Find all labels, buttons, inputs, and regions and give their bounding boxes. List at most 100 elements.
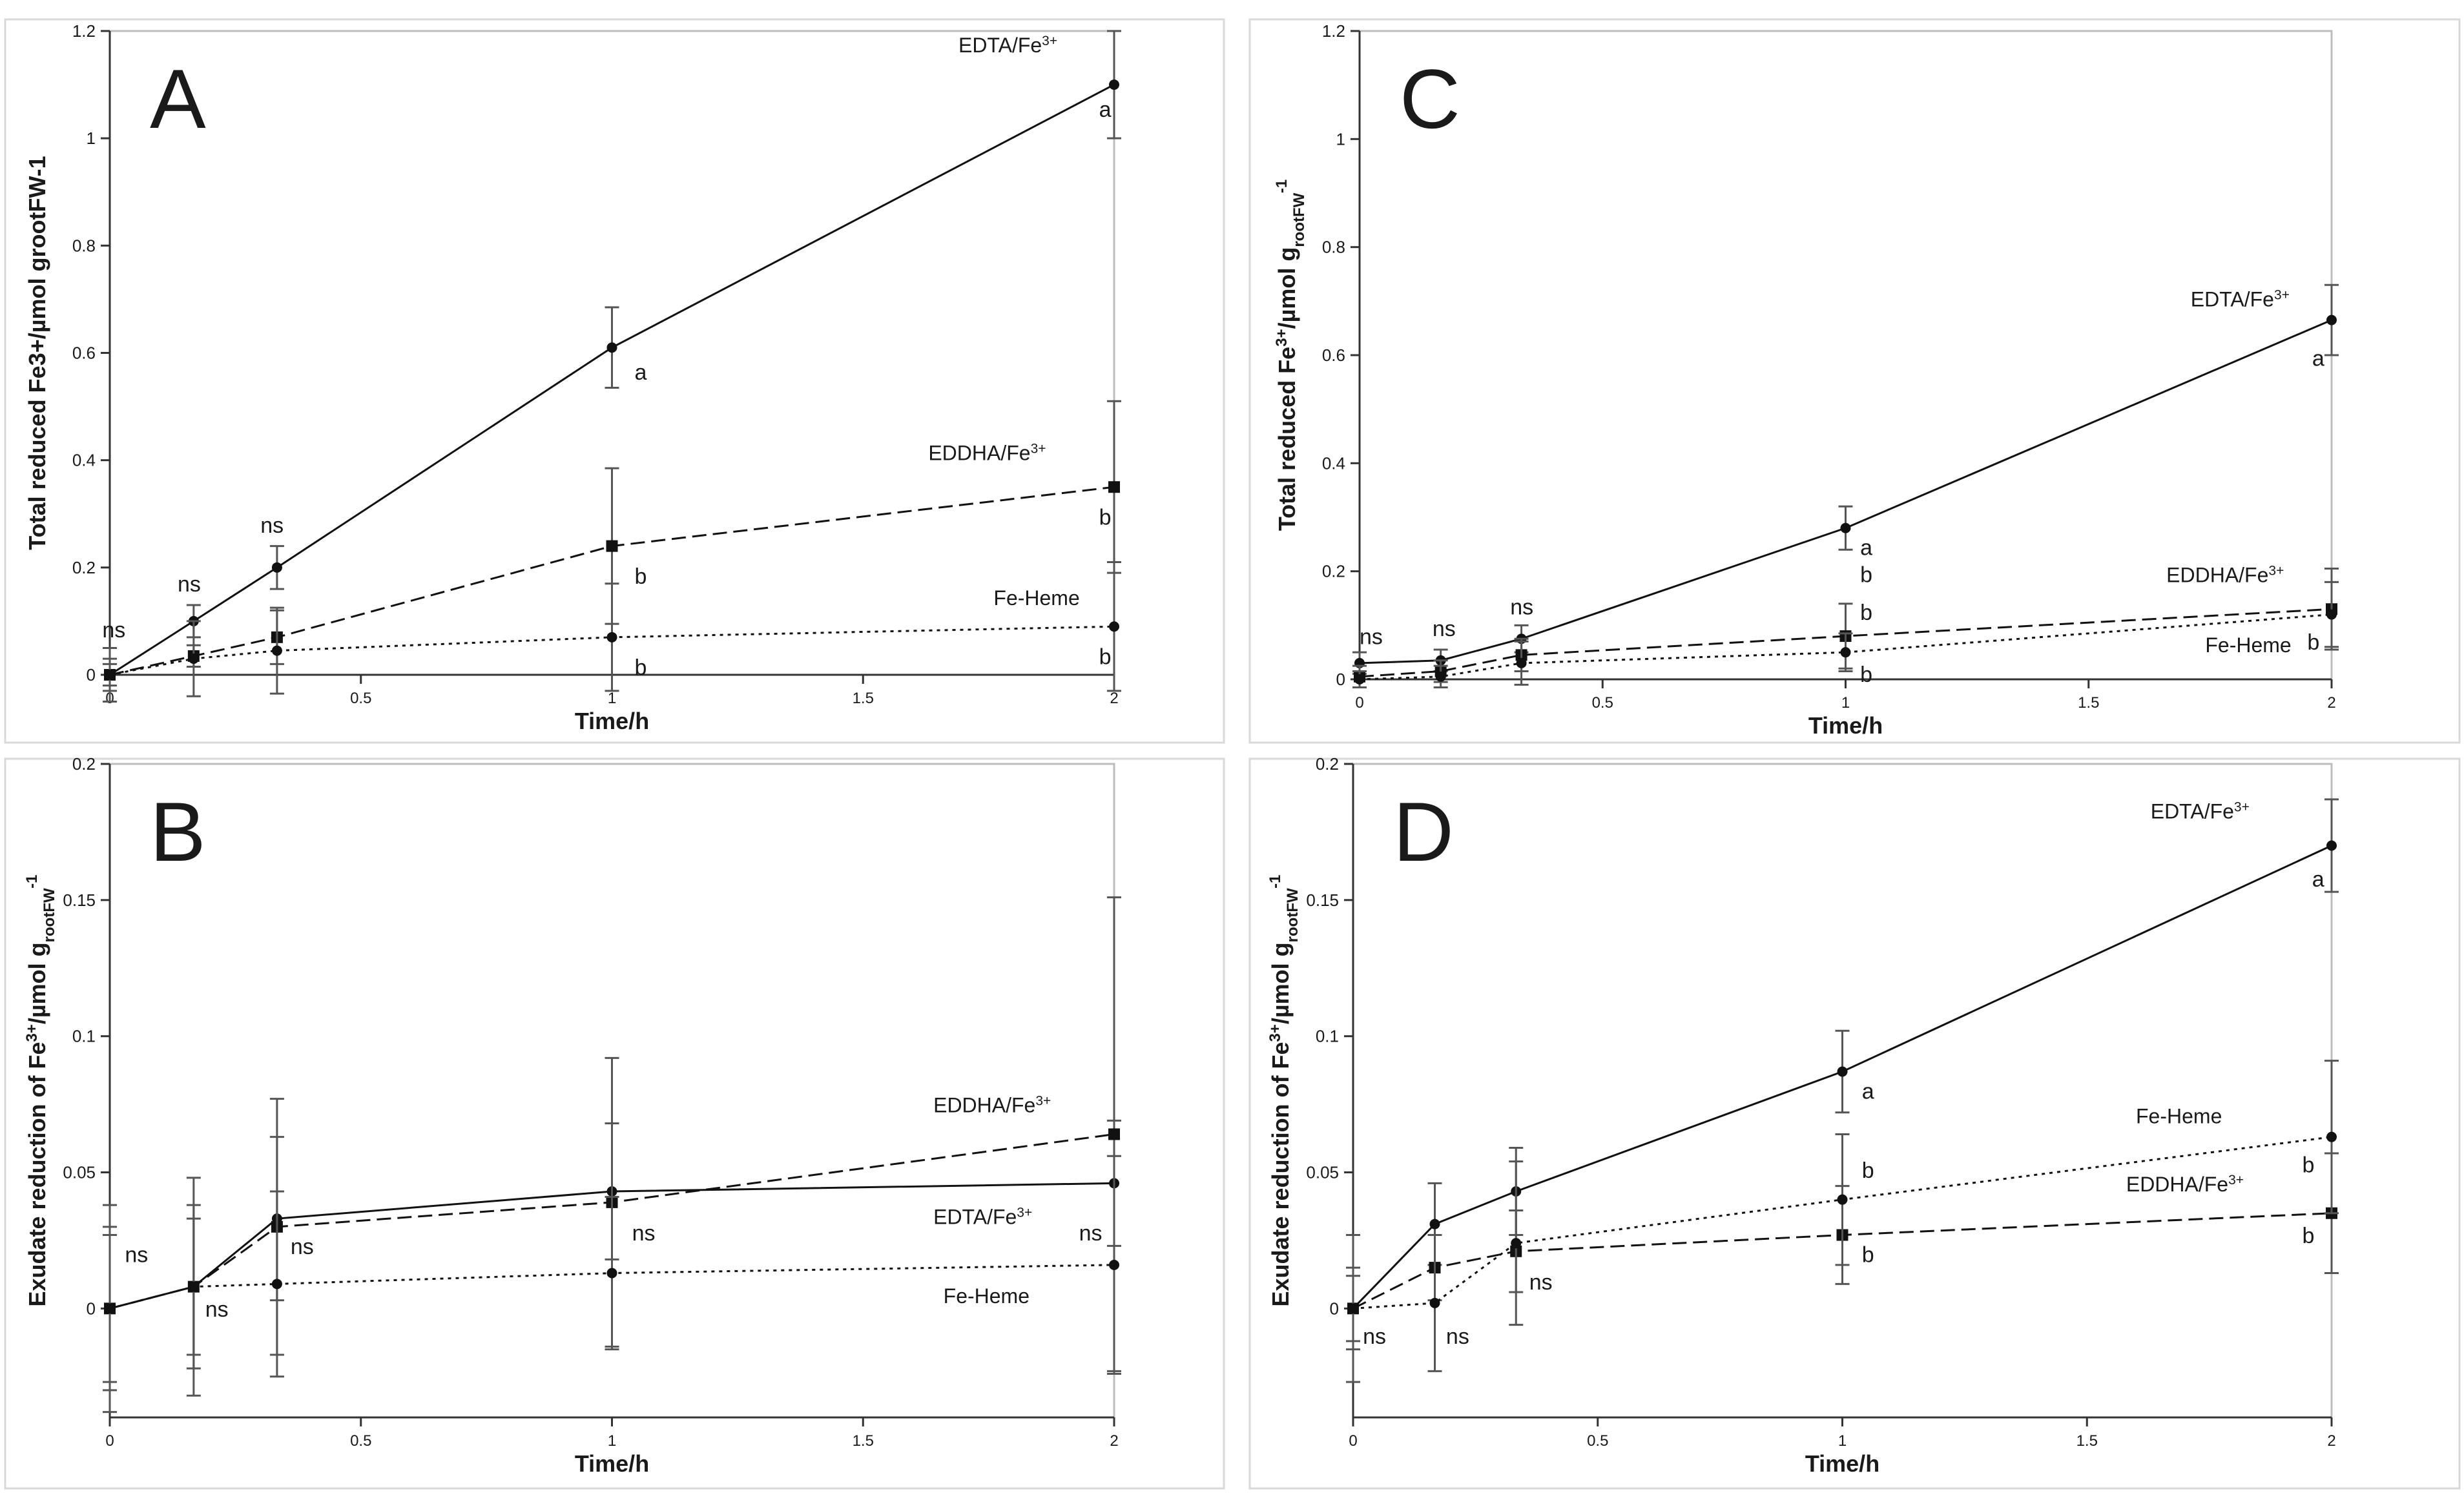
series-label-superscript: 3+: [1042, 34, 1057, 48]
y-tick-label: 1: [1336, 129, 1345, 149]
y-tick-label: 0.8: [72, 236, 96, 255]
y-axis-label: Exudate reduction of Fe3+/µmol grootFW-1: [23, 875, 58, 1307]
x-axis-label: Time/h: [1808, 712, 1883, 739]
y-tick-label: 0.2: [1316, 754, 1339, 774]
panel-b: 0 0.05 0.1 0.15 0.2 0 0.5 1 1.5 2 Time/h Exudate re…: [4, 754, 1225, 1490]
series-label-text: EDDHA/Fe: [933, 1094, 1035, 1117]
x-tick-label: 1.5: [853, 1432, 874, 1450]
significance-label: ns: [1529, 1270, 1553, 1295]
data-point: [1429, 1297, 1440, 1308]
significance-label: b: [634, 655, 647, 680]
y-tick-label: 0.8: [1322, 238, 1345, 257]
data-point: [1108, 1128, 1120, 1140]
significance-label: ns: [102, 618, 125, 643]
panel-letter: C: [1400, 52, 1460, 146]
significance-label: b: [1860, 663, 1872, 687]
series-edta-fe3: [1346, 798, 2339, 1383]
series-label: EDTA/Fe3+: [933, 1205, 1032, 1229]
significance-label: a: [2312, 867, 2324, 892]
x-tick-label: 2: [1110, 1432, 1118, 1450]
y-axis-label-main: Exudate reduction of Fe: [1267, 1042, 1294, 1306]
series-label-text: EDDHA/Fe: [2126, 1173, 2228, 1196]
series-label: EDDHA/Fe3+: [2126, 1173, 2244, 1197]
y-tick-label: 0.4: [72, 451, 96, 470]
data-point: [1429, 1219, 1440, 1229]
y-tick-label: 0.2: [1322, 562, 1345, 581]
series-label-text: EDTA/Fe: [933, 1206, 1017, 1229]
x-tick-label: 1: [608, 690, 616, 707]
significance-label: ns: [125, 1243, 148, 1268]
y-axis-label-subscript: rootFW: [1290, 192, 1308, 247]
data-point: [271, 1279, 282, 1290]
y-axis-label-unit: /µmol g: [24, 942, 50, 1024]
panel-c: 0 0.2 0.4 0.6 0.8 1 1.2 0 0.5 1 1.5 2 Time/h Total re…: [1248, 18, 2461, 744]
significance-label: b: [1860, 562, 1872, 587]
data-point: [1109, 621, 1119, 632]
y-tick-label: 1.2: [1322, 21, 1345, 41]
series-label-superscript: 3+: [2268, 563, 2284, 578]
x-tick-label: 1: [608, 1432, 616, 1450]
series-label-text: EDTA/Fe: [958, 34, 1042, 57]
series-label-superscript: 3+: [1017, 1205, 1032, 1220]
data-point: [606, 632, 617, 643]
significance-label: ns: [205, 1297, 229, 1322]
y-tick-label: 0.6: [1322, 345, 1345, 365]
data-point: [1109, 79, 1119, 90]
y-axis-label-unit: /µmol g: [1274, 247, 1300, 329]
x-axis-label: Time/h: [575, 1450, 649, 1477]
x-tick-label: 0.5: [1587, 1432, 1608, 1450]
y-axis-label-main: Total reduced Fe3+/µmol grootFW-1: [24, 156, 50, 550]
x-axis-label: Time/h: [1805, 1450, 1879, 1477]
series-label: EDTA/Fe3+: [2191, 287, 2290, 311]
significance-label: ns: [1510, 595, 1533, 620]
y-axis-label-superscript: 3+: [23, 1024, 41, 1042]
y-axis-label: Total reduced Fe3+/µmol grootFW-1: [1273, 180, 1308, 531]
y-axis-label-main: Total reduced Fe: [1274, 347, 1300, 531]
significance-label: ns: [1433, 617, 1456, 641]
series-label: EDDHA/Fe3+: [2166, 563, 2284, 587]
x-tick-label: 0.5: [350, 1432, 371, 1450]
x-tick-label: 0: [1355, 694, 1363, 712]
significance-label: b: [2307, 630, 2319, 655]
significance-label: b: [2303, 1153, 2315, 1178]
data-point: [1348, 1303, 1358, 1314]
y-axis-label-unit: /µmol g: [1267, 942, 1294, 1024]
series-label-text: EDDHA/Fe: [2166, 563, 2268, 586]
significance-label: ns: [632, 1221, 656, 1246]
y-tick-label: 0.15: [1306, 890, 1339, 910]
significance-label: ns: [1360, 625, 1383, 650]
data-point: [606, 1268, 617, 1279]
x-tick-label: 0: [105, 1432, 114, 1450]
y-axis-label-main: Exudate reduction of Fe: [24, 1042, 50, 1306]
significance-label: b: [1099, 644, 1112, 669]
y-tick-label: 0.2: [72, 754, 96, 774]
data-point: [1840, 522, 1851, 533]
data-point: [606, 540, 618, 552]
series-label: EDDHA/Fe3+: [928, 441, 1046, 465]
data-point: [1511, 1238, 1522, 1249]
data-point: [105, 1303, 115, 1314]
series-label-superscript: 3+: [2228, 1173, 2244, 1188]
y-axis-label-exponent: -1: [1273, 180, 1290, 193]
significance-label: a: [1862, 1080, 1874, 1104]
significance-label: ns: [1079, 1221, 1103, 1246]
series-label-text: EDDHA/Fe: [928, 442, 1030, 465]
data-point: [2326, 840, 2337, 851]
series-label-superscript: 3+: [2234, 799, 2250, 814]
panel-letter: D: [1393, 785, 1454, 879]
x-tick-label: 0.5: [1592, 694, 1613, 712]
y-tick-label: 0: [1336, 670, 1345, 689]
data-point: [2326, 609, 2337, 620]
y-tick-label: 0.2: [72, 558, 96, 577]
significance-label: b: [1860, 601, 1872, 625]
y-tick-label: 0.6: [72, 344, 96, 363]
panel-d: 0 0.05 0.1 0.15 0.2 0 0.5 1 1.5 2 Time/h Exudate re…: [1248, 754, 2461, 1490]
significance-label: ns: [291, 1235, 314, 1259]
panel-frame: [1248, 18, 2461, 744]
panel-frame: [1248, 757, 2461, 1490]
series-label: EDDHA/Fe3+: [933, 1093, 1051, 1117]
significance-label: b: [1862, 1243, 1874, 1268]
panel-frame: [4, 18, 1225, 744]
data-point: [1840, 647, 1851, 658]
